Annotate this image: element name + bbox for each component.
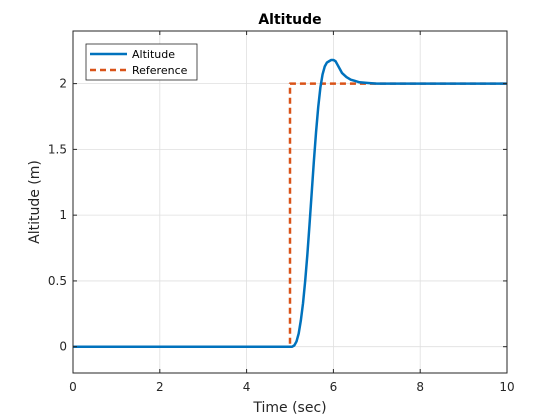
chart-title: Altitude: [258, 12, 321, 28]
y-axis-label: Altitude (m): [27, 160, 43, 244]
y-tick-label: 0: [59, 340, 67, 354]
legend-label-reference: Reference: [132, 64, 188, 77]
x-tick-label: 2: [156, 380, 164, 394]
legend: Altitude Reference: [85, 43, 198, 81]
x-axis-label: Time (sec): [252, 400, 326, 416]
y-tick-label: 2: [59, 77, 67, 91]
x-tick-label: 4: [243, 380, 251, 394]
series-lines: [73, 58, 507, 348]
y-tick-label: 0.5: [48, 274, 67, 288]
x-tick-label: 8: [416, 380, 424, 394]
x-tick-label: 0: [69, 380, 77, 394]
plot-frame: [72, 30, 508, 374]
legend-label-altitude: Altitude: [132, 48, 175, 61]
series-line-altitude: [73, 58, 507, 348]
y-tick-label: 1: [59, 208, 67, 222]
x-tick-label: 10: [499, 380, 514, 394]
axis-ticks: 0 2 4 6 8 10 0 0.5 1 1.5 2: [48, 31, 515, 394]
x-tick-label: 6: [330, 380, 338, 394]
y-tick-label: 1.5: [48, 142, 67, 156]
legend-box: [85, 43, 198, 81]
